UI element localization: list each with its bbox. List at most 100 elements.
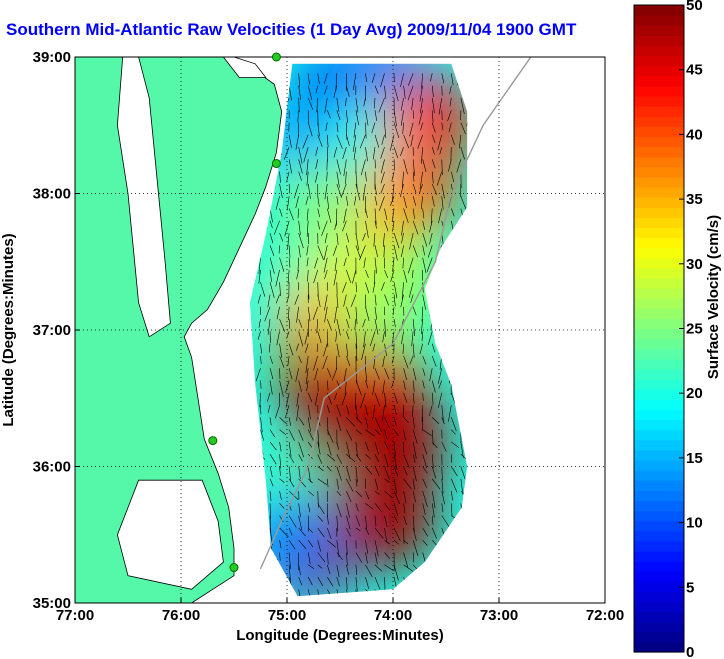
velocity-arrow [304, 331, 309, 345]
velocity-arrow [374, 306, 378, 320]
velocity-arrow [257, 294, 261, 304]
velocity-arrow [304, 343, 309, 353]
velocity-arrow [269, 515, 271, 534]
velocity-arrow [403, 196, 407, 209]
colorbar-step [634, 217, 684, 229]
velocity-arrow [336, 196, 339, 205]
velocity-arrow [412, 245, 418, 258]
velocity-arrow [401, 245, 404, 257]
velocity-arrow [432, 417, 440, 424]
velocity-arrow [393, 85, 399, 101]
velocity-arrow [269, 503, 271, 519]
velocity-arrow [403, 552, 409, 568]
colorbar-step [634, 5, 684, 16]
sound [116, 479, 224, 590]
velocity-arrow [374, 208, 377, 225]
colorbar-step [634, 318, 684, 330]
velocity-arrow [279, 527, 289, 538]
velocity-arrow [343, 257, 347, 267]
velocity-arrow [427, 331, 433, 346]
velocity-arrow [418, 110, 423, 125]
velocity-arrow [346, 527, 351, 537]
velocity-arrow [403, 515, 407, 525]
velocity-arrow [372, 343, 376, 352]
velocity-arrow [400, 97, 404, 111]
velocity-arrow [298, 527, 306, 537]
velocity-arrow [417, 134, 423, 149]
velocity-arrow [326, 552, 329, 565]
velocity-arrow [316, 343, 319, 352]
velocity-arrow [401, 171, 404, 188]
velocity-arrow [449, 85, 452, 95]
colorbar-step [634, 540, 684, 552]
velocity-arrow [307, 429, 314, 441]
velocity-arrow [335, 73, 338, 92]
velocity-arrow [431, 85, 434, 98]
velocity-arrow [451, 73, 454, 86]
velocity-arrow [343, 159, 347, 177]
velocity-arrow [460, 147, 465, 160]
velocity-arrow [267, 319, 271, 335]
velocity-arrow [323, 73, 328, 85]
velocity-arrow [346, 306, 351, 319]
velocity-arrow [438, 208, 443, 224]
velocity-arrow [317, 589, 320, 597]
velocity-arrow [403, 159, 408, 175]
velocity-arrow [374, 552, 378, 565]
velocity-arrow [346, 318, 350, 329]
velocity-arrow [340, 183, 347, 198]
velocity-arrow [365, 368, 368, 382]
velocity-arrow [403, 355, 409, 369]
colorbar-step [634, 358, 684, 370]
velocity-arrow [355, 577, 358, 592]
y-axis-label: Latitude (Degrees:Minutes) [0, 233, 17, 426]
velocity-arrow [422, 527, 429, 537]
velocity-arrow [346, 577, 348, 590]
velocity-arrow [260, 429, 265, 441]
velocity-arrow [346, 441, 351, 459]
velocity-arrow [421, 331, 423, 342]
velocity-arrow [298, 454, 303, 462]
velocity-arrow [355, 564, 358, 576]
velocity-arrow [411, 97, 414, 110]
velocity-arrow [403, 429, 406, 441]
x-tick-label: 77:00 [56, 607, 94, 624]
velocity-arrow [260, 355, 262, 365]
velocity-arrow [317, 208, 321, 218]
velocity-arrow [451, 441, 459, 448]
velocity-arrow [441, 478, 444, 494]
velocity-arrow [402, 122, 404, 134]
velocity-arrow [288, 257, 291, 268]
velocity-arrow [324, 183, 328, 200]
velocity-arrow [460, 122, 466, 135]
velocity-arrow [381, 134, 385, 145]
velocity-arrow [268, 343, 271, 353]
velocity-arrow [384, 454, 389, 467]
velocity-arrow [460, 466, 466, 480]
velocity-arrow [288, 540, 296, 550]
velocity-arrow [403, 466, 408, 476]
velocity-arrow [403, 478, 412, 490]
velocity-arrow [437, 134, 443, 151]
velocity-arrow [431, 134, 436, 143]
velocity-arrow [279, 540, 282, 549]
velocity-arrow [412, 159, 415, 176]
colorbar-step [634, 449, 684, 461]
velocity-arrow [326, 171, 328, 182]
velocity-arrow [384, 85, 387, 99]
velocity-arrow [307, 466, 311, 483]
velocity-arrow [326, 417, 329, 436]
velocity-arrow [269, 282, 275, 298]
velocity-arrow [327, 539, 336, 548]
velocity-arrow [438, 380, 443, 389]
velocity-arrow [441, 159, 443, 176]
x-axis-ticks: 77:00 76:00 75:00 74:00 73:00 72:00 [56, 598, 624, 624]
velocity-arrow [374, 454, 379, 463]
velocity-arrow [421, 73, 423, 89]
colorbar-tick-label: 45 [686, 62, 703, 79]
velocity-arrow [382, 405, 385, 422]
velocity-arrow [422, 429, 432, 437]
colorbar-step [634, 176, 684, 188]
velocity-arrow [420, 196, 423, 209]
velocity-arrow [448, 405, 452, 422]
